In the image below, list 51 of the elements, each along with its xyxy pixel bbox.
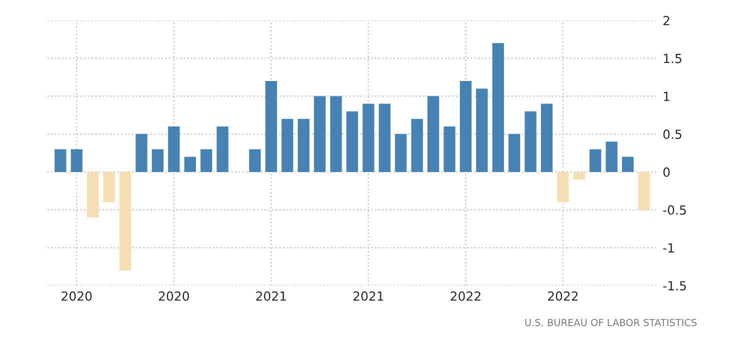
bar: [70, 149, 82, 172]
bar: [314, 96, 326, 172]
bar: [638, 172, 650, 210]
bar: [557, 172, 569, 202]
bar: [54, 149, 66, 172]
bar: [298, 118, 310, 172]
bar: [346, 111, 358, 172]
x-tick-label: 2020: [158, 291, 189, 301]
bar: [427, 96, 440, 172]
x-tick-label: 2021: [353, 291, 384, 301]
x-tick-label: 2022: [450, 291, 480, 301]
bar: [362, 104, 374, 172]
x-tick-label: 2021: [256, 291, 286, 301]
y-tick-label: 2: [663, 16, 670, 26]
bar: [184, 156, 196, 172]
bar: [200, 149, 212, 172]
bar: [87, 172, 99, 218]
y-tick-label: 1: [664, 92, 670, 101]
bar: [119, 172, 132, 270]
bar: [573, 172, 586, 180]
y-tick-label: -0.5: [663, 205, 686, 215]
bar: [524, 111, 536, 172]
bar: [622, 156, 634, 172]
y-tick-label: 0: [663, 167, 670, 177]
bar: [476, 88, 488, 172]
y-tick-label: -1.5: [663, 281, 686, 291]
bar: [411, 118, 423, 172]
y-tick-label: -1: [663, 243, 674, 252]
bar: [152, 149, 164, 172]
x-tick-label: 2020: [62, 291, 92, 301]
bar: [395, 134, 407, 172]
bar: [492, 43, 504, 172]
bar: [460, 81, 472, 172]
y-tick-label: 0.5: [663, 130, 682, 139]
bar: [330, 96, 342, 172]
bar: [168, 126, 180, 172]
bar: [444, 126, 456, 172]
text: U.S. BUREAU OF LABOR STATISTICS: [525, 318, 697, 326]
bar: [606, 142, 618, 172]
bar: [103, 172, 115, 202]
x-tick-label: 2022: [548, 291, 578, 301]
bar: [282, 118, 294, 172]
bar: [249, 149, 261, 172]
bar: [508, 134, 520, 172]
bar: [540, 104, 553, 172]
bar: [590, 149, 602, 172]
bar: [216, 126, 228, 172]
bar: [136, 134, 148, 172]
bar: [265, 81, 278, 172]
y-tick-label: 1.5: [664, 54, 682, 64]
bar: [378, 104, 390, 172]
